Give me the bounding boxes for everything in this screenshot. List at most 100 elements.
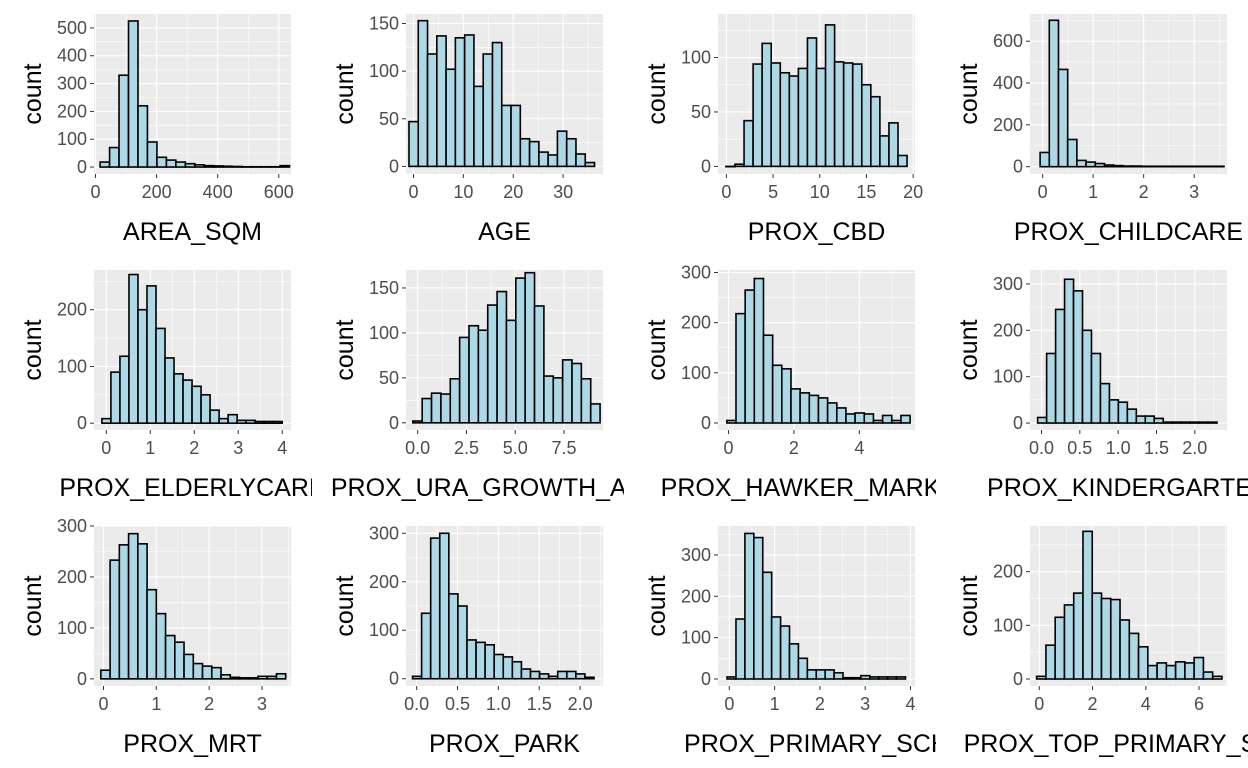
histogram-bar [1057, 68, 1069, 168]
histogram-bar [510, 104, 522, 168]
histogram-bar [1082, 530, 1094, 680]
y-axis-title: count [955, 319, 983, 380]
histogram-bar [744, 532, 755, 680]
histogram-bar [762, 334, 774, 424]
histogram-bar [842, 676, 853, 680]
x-tick-label: 15 [856, 182, 876, 202]
x-axis-title: AGE [478, 218, 531, 246]
x-tick-label: 2 [789, 438, 799, 458]
y-tick-label: 200 [993, 115, 1023, 135]
histogram-bar [257, 675, 269, 680]
histogram-bar [770, 62, 782, 168]
histogram-bar [1039, 151, 1051, 168]
histogram-bar [538, 673, 550, 680]
histogram-bar [436, 35, 447, 168]
histogram-bar [156, 156, 168, 168]
histogram-panel: 0 1 2 3 4 0 100 200 PROX_ELDERLYCARE count [19, 270, 312, 502]
histogram-bar [900, 414, 911, 424]
histogram-bar [1162, 421, 1173, 424]
histogram-bar [533, 305, 545, 424]
y-tick-label: 200 [57, 567, 87, 587]
histogram-bar [842, 62, 854, 168]
y-axis-title: count [331, 319, 359, 380]
y-tick-label: 300 [57, 516, 87, 536]
x-tick-label: 20 [903, 182, 923, 202]
histogram-bar [870, 95, 881, 168]
histogram-bar [781, 368, 792, 424]
histogram-bar [815, 669, 826, 680]
x-tick-label: 0 [1038, 182, 1048, 202]
y-tick-label: 100 [681, 363, 711, 383]
histogram-bar [761, 571, 773, 680]
histogram-bar [475, 641, 486, 680]
histogram-bar [1180, 421, 1191, 424]
histogram-bar [1184, 662, 1195, 680]
histogram-bar [245, 419, 256, 424]
x-tick-label: 3 [860, 694, 870, 714]
x-tick-label: 4 [277, 438, 287, 458]
histogram-bar [1171, 421, 1182, 424]
x-tick-label: 0 [101, 438, 111, 458]
x-tick-label: 0 [91, 182, 101, 202]
histogram-bar [1144, 415, 1156, 424]
histogram-bar [201, 665, 213, 680]
x-tick-label: 0 [724, 694, 734, 714]
x-axis-title: PROX_MRT [123, 730, 261, 758]
y-tick-label: 50 [379, 368, 399, 388]
histogram-bar [227, 413, 238, 424]
y-tick-label: 0 [389, 413, 399, 433]
histogram-bar [164, 634, 176, 680]
y-tick-label: 0 [1013, 669, 1023, 689]
histogram-bar [254, 420, 265, 424]
y-tick-label: 100 [681, 628, 711, 648]
histogram-bar [854, 412, 866, 424]
histogram-bar [1100, 597, 1112, 680]
histogram-bar [1202, 671, 1214, 680]
histogram-bar [229, 676, 241, 680]
histogram-bar [1128, 632, 1140, 680]
histogram-bar [118, 74, 130, 168]
histogram-bar [1112, 164, 1124, 168]
x-tick-label: 1.0 [1106, 438, 1131, 458]
histogram-bar [571, 362, 583, 424]
histogram-bar [770, 616, 782, 680]
histogram-bar [155, 327, 166, 424]
histogram-panel: 0 1 2 3 0 200 400 600 PROX_CHILDCARE count [955, 14, 1243, 246]
histogram-bar [1099, 382, 1111, 424]
histogram-bar [209, 409, 220, 424]
histogram-bar [238, 677, 250, 680]
histogram-bar [833, 671, 844, 680]
histogram-bar [565, 137, 577, 168]
y-axis-title: count [643, 575, 671, 636]
y-tick-label: 100 [993, 615, 1023, 635]
histogram-bar [500, 104, 512, 168]
histogram-bar [99, 161, 111, 168]
histogram-bar [575, 153, 587, 168]
x-tick-label: 4 [854, 438, 864, 458]
x-axis-title: PROX_CHILDCARE [1014, 218, 1243, 246]
histogram-bar [127, 532, 139, 680]
x-tick-label: 30 [553, 182, 573, 202]
histogram-bar [193, 164, 206, 168]
histogram-bar [272, 420, 284, 424]
x-tick-label: 0 [1034, 694, 1044, 714]
x-tick-label: 600 [264, 182, 294, 202]
y-axis-title: count [331, 63, 359, 124]
y-tick-label: 0 [77, 413, 87, 433]
histogram-bar [743, 119, 754, 168]
histogram-bar [210, 666, 222, 680]
histogram-bar [473, 85, 485, 168]
x-tick-label: 20 [503, 182, 523, 202]
histogram-bar [547, 154, 559, 168]
y-axis-title: count [955, 575, 983, 636]
y-tick-label: 200 [681, 586, 711, 606]
histogram-bar [1076, 159, 1087, 168]
histogram-bar [1117, 401, 1129, 424]
histogram-bar [890, 419, 902, 424]
histogram-bar [1122, 165, 1133, 168]
histogram-bar [552, 377, 564, 424]
x-tick-label: 5.0 [503, 438, 528, 458]
x-tick-label: 7.5 [551, 438, 576, 458]
histogram-bar [788, 643, 800, 680]
y-tick-label: 400 [993, 73, 1023, 93]
